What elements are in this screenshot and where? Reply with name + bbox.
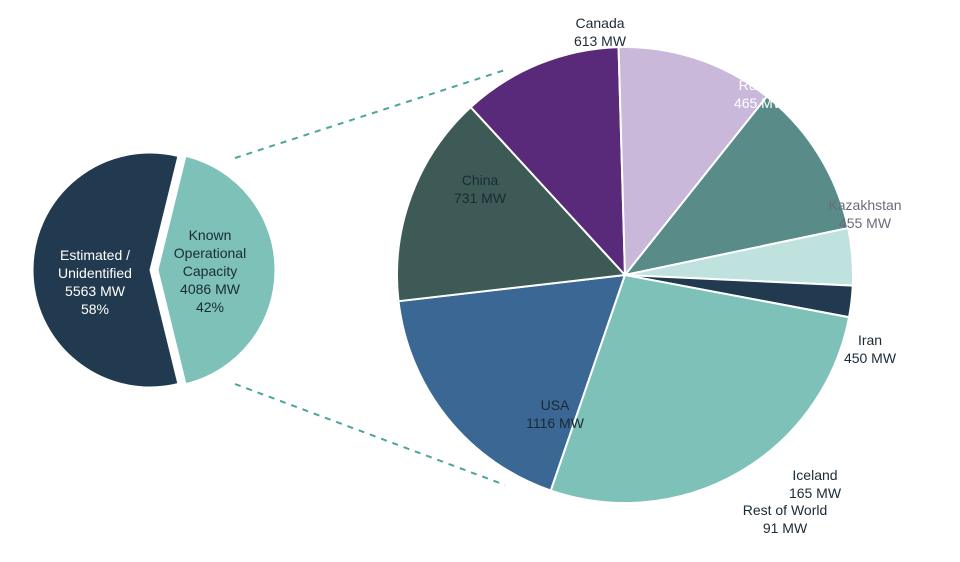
left-pie-label-known-2: Capacity [183,263,237,279]
left-pie-label-estimated-2: 5563 MW [65,283,126,299]
right-pie-label-restworld-value: 91 MW [763,520,808,536]
right-pie-label-usa-name: USA [541,397,570,413]
right-pie-label-russia-name: Russia [739,77,782,93]
left-pie-label-known-3: 4086 MW [180,281,241,297]
right-pie-label-china-value: 731 MW [454,190,507,206]
left-pie-label-estimated-0: Estimated / [60,247,130,263]
right-pie-label-canada-value: 613 MW [574,33,627,49]
right-pie-label-iran-name: Iran [858,332,882,348]
right-pie-label-canada-name: Canada [575,15,624,31]
left-pie-label-known-0: Known [189,227,232,243]
right-pie-label-iceland-name: Iceland [792,467,837,483]
capacity-pie-charts: Estimated / Unidentified 5563 MW 58% Known Op… [0,0,960,562]
left-pie-label-known-4: 42% [196,299,224,315]
right-pie-label-kazakhstan-value: 455 MW [839,215,892,231]
right-pie-label-iceland-value: 165 MW [789,485,842,501]
left-pie-label-known-1: Operational [174,245,246,261]
right-pie-label-kazakhstan-name: Kazakhstan [828,197,901,213]
right-pie-label-russia-value: 465 MW [734,95,787,111]
right-pie-label-usa-value: 1116 MW [526,415,585,431]
right-pie-label-china-name: China [462,172,499,188]
right-pie-label-iran-value: 450 MW [844,350,897,366]
left-pie-label-estimated-1: Unidentified [58,265,132,281]
right-pie-label-restworld-name: Rest of World [743,502,828,518]
left-pie-label-estimated-3: 58% [81,301,109,317]
